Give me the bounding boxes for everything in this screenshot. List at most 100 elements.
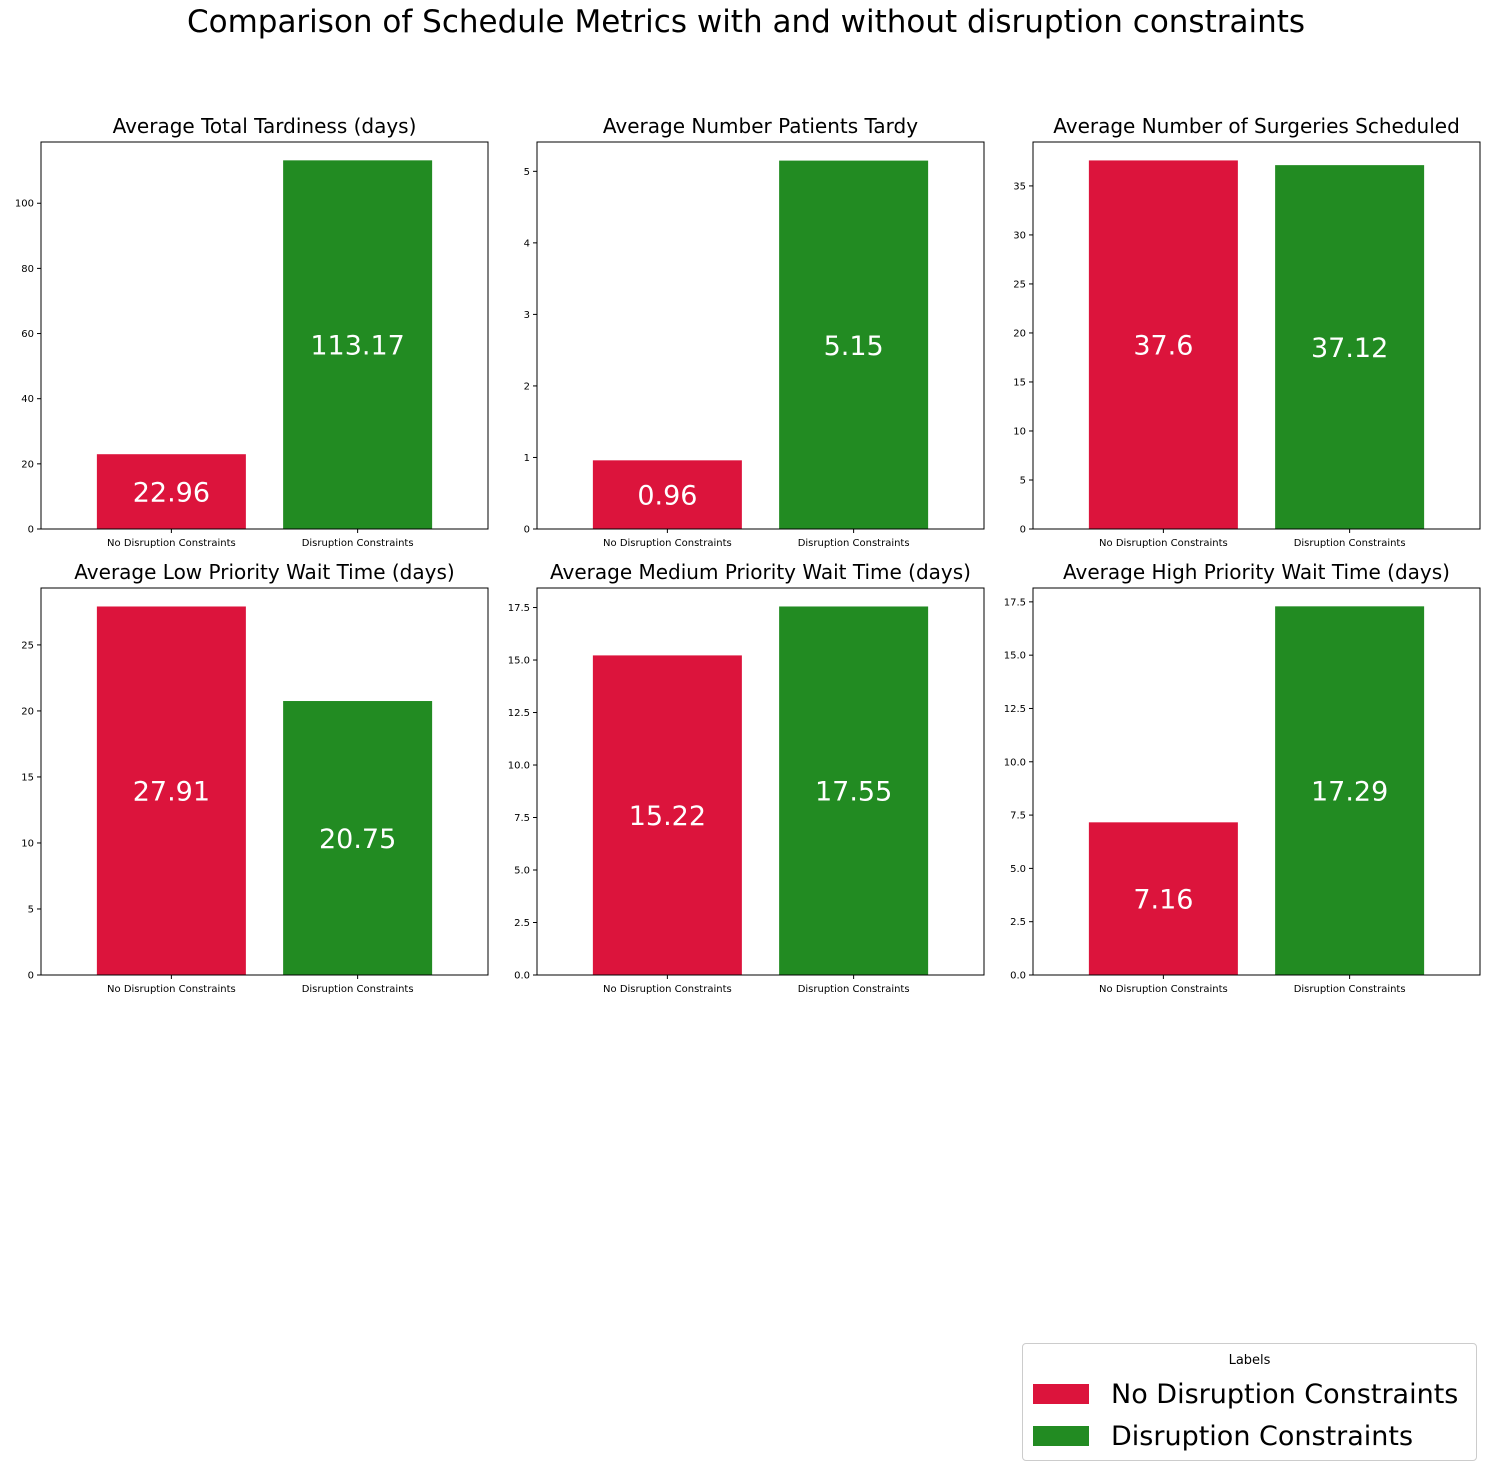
legend-swatch-no-disruption [1033, 1384, 1089, 1404]
chart-5-xtick-label-2: Disruption Constraints [798, 984, 910, 995]
chart-4-title: Average Low Priority Wait Time (days) [74, 560, 454, 584]
chart-6-bar-2 [1275, 606, 1425, 975]
chart-5-ytick-label-3: 5.0 [514, 866, 530, 877]
chart-4-ytick-label-3: 10 [21, 838, 34, 849]
chart-4-ytick-label-1: 0 [28, 971, 34, 982]
chart-3-ytick-label-4: 15 [1013, 377, 1026, 388]
chart-3-value-label-1: 37.6 [1133, 331, 1193, 362]
legend-swatch-disruption [1033, 1426, 1089, 1446]
chart-5-value-label-2: 17.55 [815, 777, 892, 808]
chart-6-ytick-label-6: 12.5 [1004, 704, 1026, 715]
chart-2-bar-2 [779, 160, 929, 530]
chart-3-ytick-label-2: 5 [1020, 475, 1026, 486]
figure-title: Comparison of Schedule Metrics with and … [186, 4, 1306, 40]
legend: Labels No Disruption Constraints Disrupt… [1022, 1343, 1477, 1461]
chart-5-ytick-label-6: 12.5 [508, 708, 530, 719]
legend-entry-disruption: Disruption Constraints [1033, 1420, 1414, 1452]
chart-3-value-label-2: 37.12 [1311, 333, 1388, 364]
chart-4-ytick-label-6: 25 [21, 640, 34, 651]
chart-5-ytick-label-2: 2.5 [514, 918, 530, 929]
chart-6-ytick-label-4: 7.5 [1010, 811, 1026, 822]
chart-4-bar-2 [283, 701, 433, 975]
chart-3-ytick-label-3: 10 [1013, 426, 1026, 437]
chart-2-value-label-1: 0.96 [637, 481, 697, 512]
chart-1-axes-frame [40, 141, 489, 530]
chart-1-ytick-label-3: 40 [21, 394, 34, 405]
chart-3-ytick-label-8: 35 [1013, 181, 1026, 192]
chart-6-title: Average High Priority Wait Time (days) [1063, 560, 1450, 584]
chart-3-axes-frame [1032, 141, 1481, 530]
legend-title: Labels [1228, 1353, 1271, 1368]
chart-2-bar-1 [592, 460, 742, 529]
chart-4-value-label-1: 27.91 [133, 777, 210, 808]
chart-6-xtick-label-1: No Disruption Constraints [1099, 984, 1228, 995]
chart-5-ytick-label-4: 7.5 [514, 813, 530, 824]
chart-6-ytick-label-2: 2.5 [1010, 917, 1026, 928]
chart-2-ytick-label-5: 4 [524, 238, 530, 249]
chart-1-xtick-label-1: No Disruption Constraints [107, 538, 236, 549]
chart-3-bar-1 [1088, 160, 1238, 529]
chart-4-axes-frame [40, 587, 489, 976]
chart-1-ytick-label-4: 60 [21, 329, 34, 340]
chart-1-value-label-2: 113.17 [310, 331, 404, 362]
chart-1-ytick-label-1: 0 [28, 525, 34, 536]
chart-5-ytick-label-5: 10.0 [508, 761, 530, 772]
chart-5-axes-frame [536, 587, 985, 976]
chart-3-ytick-label-6: 25 [1013, 279, 1026, 290]
chart-3-title: Average Number of Surgeries Scheduled [1053, 114, 1460, 138]
chart-4-value-label-2: 20.75 [319, 824, 396, 855]
chart-2-axes-frame [536, 141, 985, 530]
chart-5-ytick-label-8: 17.5 [508, 603, 530, 614]
chart-1-bar-2 [283, 160, 433, 529]
chart-6-ytick-label-5: 10.0 [1004, 757, 1026, 768]
chart-6-value-label-2: 17.29 [1311, 777, 1388, 808]
chart-2-title: Average Number Patients Tardy [603, 114, 918, 138]
chart-2-ytick-label-2: 1 [524, 453, 530, 464]
chart-5-value-label-1: 15.22 [629, 801, 706, 832]
chart-3-xtick-label-1: No Disruption Constraints [1099, 538, 1228, 549]
chart-6-xtick-label-2: Disruption Constraints [1294, 984, 1406, 995]
chart-1-xtick-label-2: Disruption Constraints [302, 538, 414, 549]
chart-3-bar-2 [1275, 165, 1425, 530]
chart-4-ytick-label-5: 20 [21, 706, 34, 717]
chart-4-xtick-label-2: Disruption Constraints [302, 984, 414, 995]
chart-3-xtick-label-2: Disruption Constraints [1294, 538, 1406, 549]
chart-1-ytick-label-5: 80 [21, 264, 34, 275]
legend-entry-no-disruption: No Disruption Constraints [1033, 1378, 1459, 1410]
charts-figure: Average Total Tardiness (days) 22.96 No Di… [15, 114, 1481, 995]
chart-2-ytick-label-1: 0 [524, 525, 530, 536]
chart-6-value-label-1: 7.16 [1133, 885, 1193, 916]
chart-6-ytick-label-8: 17.5 [1004, 597, 1026, 608]
chart-2-xtick-label-2: Disruption Constraints [798, 538, 910, 549]
legend-label-no-disruption: No Disruption Constraints [1111, 1378, 1459, 1410]
chart-6-ytick-label-3: 5.0 [1010, 864, 1026, 875]
chart-1-ytick-label-2: 20 [21, 459, 34, 470]
chart-3-ytick-label-7: 30 [1013, 230, 1026, 241]
chart-3-ytick-label-5: 20 [1013, 328, 1026, 339]
chart-5-bar-2 [779, 606, 929, 975]
chart-6-axes-frame [1032, 587, 1481, 976]
chart-5-xtick-label-1: No Disruption Constraints [603, 984, 732, 995]
chart-2-ytick-label-6: 5 [524, 167, 530, 178]
chart-6-ytick-label-1: 0.0 [1010, 971, 1026, 982]
chart-3-ytick-label-1: 0 [1020, 525, 1026, 536]
chart-4-bar-1 [96, 606, 246, 975]
chart-1-title: Average Total Tardiness (days) [113, 114, 417, 138]
chart-6-ytick-label-7: 15.0 [1004, 651, 1026, 662]
chart-5-title: Average Medium Priority Wait Time (days) [550, 560, 971, 584]
chart-1-ytick-label-6: 100 [15, 199, 34, 210]
chart-1-value-label-1: 22.96 [133, 478, 210, 509]
chart-5-bar-1 [592, 655, 742, 975]
chart-1-bar-1 [96, 454, 246, 529]
legend-label-disruption: Disruption Constraints [1111, 1420, 1414, 1452]
chart-4-ytick-label-4: 15 [21, 772, 34, 783]
chart-5-ytick-label-7: 15.0 [508, 656, 530, 667]
chart-5-ytick-label-1: 0.0 [514, 971, 530, 982]
chart-2-value-label-2: 5.15 [824, 331, 884, 362]
chart-6-bar-1 [1088, 822, 1238, 975]
chart-4-xtick-label-1: No Disruption Constraints [107, 984, 236, 995]
chart-4-ytick-label-2: 5 [28, 904, 34, 915]
chart-2-xtick-label-1: No Disruption Constraints [603, 538, 732, 549]
chart-2-ytick-label-3: 2 [524, 381, 530, 392]
chart-2-ytick-label-4: 3 [524, 310, 530, 321]
